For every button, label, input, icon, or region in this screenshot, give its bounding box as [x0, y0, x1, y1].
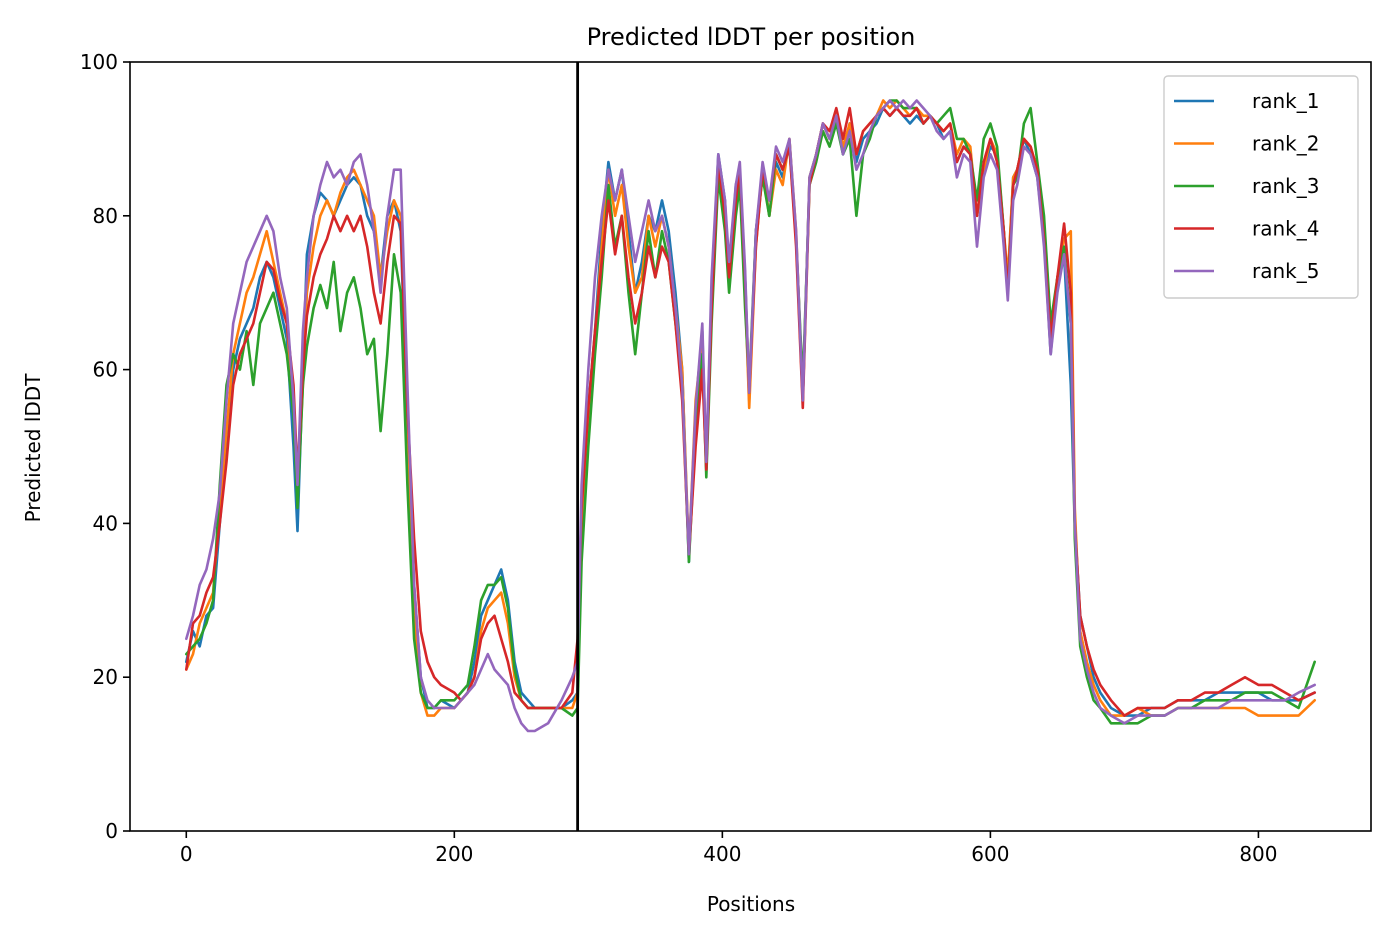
- legend-label-rank-3: rank_3: [1252, 174, 1319, 198]
- y-tick-label: 0: [105, 819, 118, 843]
- legend-label-rank-2: rank_2: [1252, 132, 1319, 156]
- y-tick-label: 80: [93, 204, 118, 228]
- y-tick-label: 100: [80, 50, 118, 74]
- x-tick-label: 200: [435, 842, 473, 866]
- series-line-rank-5: [185, 99, 1316, 733]
- x-tick-label: 800: [1239, 842, 1277, 866]
- x-tick-label: 400: [703, 842, 741, 866]
- x-axis-label: Positions: [707, 892, 795, 916]
- legend-label-rank-5: rank_5: [1252, 259, 1319, 283]
- plot-area: [185, 62, 1316, 831]
- y-axis-ticks: 0 20 40 60 80 100: [80, 50, 130, 843]
- plot-frame: [129, 61, 1372, 832]
- y-tick-label: 40: [93, 511, 118, 535]
- legend-box: [1163, 75, 1359, 299]
- x-tick-label: 0: [180, 842, 193, 866]
- series-line-rank-4: [185, 106, 1316, 717]
- y-axis-label: Predicted lDDT: [21, 373, 45, 523]
- y-tick-label: 20: [93, 665, 118, 689]
- legend-label-rank-1: rank_1: [1252, 89, 1319, 113]
- series-line-rank-2: [185, 99, 1316, 717]
- x-tick-label: 600: [971, 842, 1009, 866]
- x-axis-ticks: 0 200 400 600 800: [180, 831, 1278, 866]
- series-line-rank-3: [185, 99, 1316, 725]
- chart-title: Predicted lDDT per position: [587, 23, 916, 51]
- legend-label-rank-4: rank_4: [1252, 217, 1319, 241]
- series-line-rank-1: [185, 106, 1316, 717]
- y-tick-label: 60: [93, 358, 118, 382]
- legend: rank_1 rank_2 rank_3 rank_4 rank_5: [1163, 75, 1359, 299]
